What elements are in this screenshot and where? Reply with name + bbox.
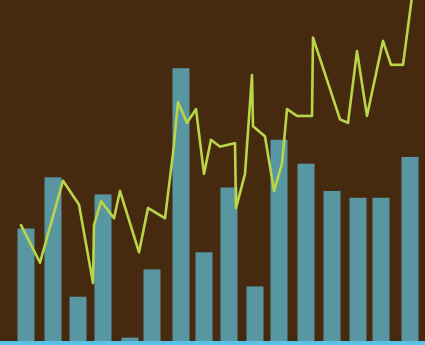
bar — [401, 156, 419, 341]
bar — [246, 286, 264, 341]
bar — [143, 269, 161, 341]
bar — [94, 194, 112, 341]
x-axis-baseline — [0, 341, 425, 345]
bar — [17, 228, 35, 341]
bar — [297, 163, 315, 341]
bar-series — [17, 68, 419, 341]
line-series — [19, 0, 413, 285]
bar — [372, 197, 390, 341]
bar — [121, 337, 139, 341]
bar — [220, 187, 238, 341]
bar — [172, 68, 190, 341]
bar — [323, 191, 341, 341]
bar — [44, 177, 62, 341]
bar — [69, 296, 87, 341]
bar — [195, 252, 213, 341]
bar — [349, 197, 367, 341]
